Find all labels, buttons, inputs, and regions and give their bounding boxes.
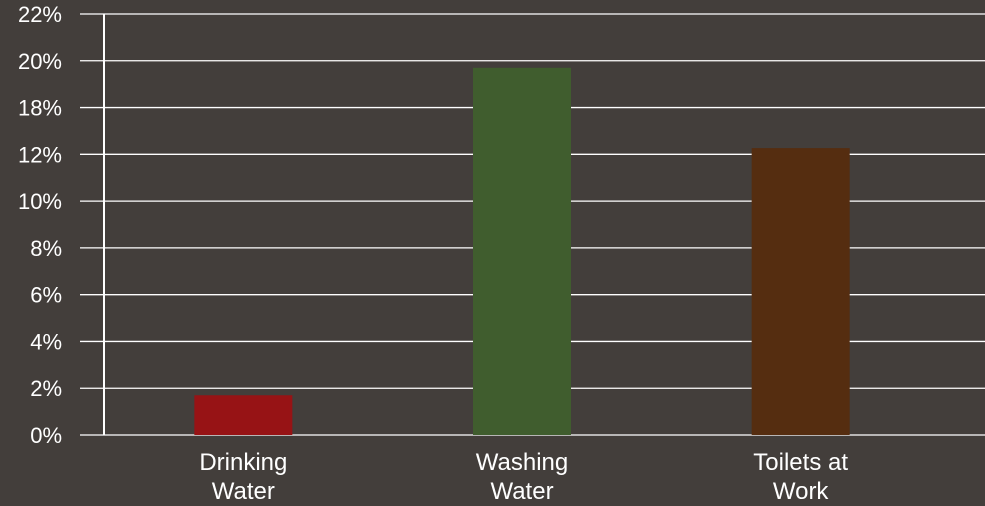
x-tick-label: Drinking Water bbox=[199, 449, 287, 505]
x-tick-label-line: Water bbox=[490, 478, 553, 505]
x-tick-label: Washing Water bbox=[476, 449, 568, 505]
y-tick-label: 18% bbox=[18, 96, 62, 121]
x-tick-label-line: Work bbox=[773, 478, 830, 505]
y-tick-label: 20% bbox=[18, 49, 62, 74]
bar bbox=[473, 67, 571, 436]
y-tick-label: 0% bbox=[30, 423, 62, 448]
x-tick-label-line: Drinking bbox=[199, 449, 287, 476]
x-tick-label-line: Water bbox=[212, 478, 275, 505]
y-tick-label: 10% bbox=[18, 189, 62, 214]
y-tick-label: 8% bbox=[30, 236, 62, 261]
x-tick-label-line: Toilets at bbox=[753, 449, 848, 476]
y-tick-label: 6% bbox=[30, 283, 62, 308]
y-tick-label: 12% bbox=[18, 142, 62, 167]
x-tick-label-line: Washing bbox=[476, 449, 568, 476]
y-tick-labels: 0% 2% 4% 6% 8% 10% 12% 18% 20% 22% bbox=[18, 2, 62, 448]
bar bbox=[751, 148, 850, 435]
y-tick-label: 2% bbox=[30, 376, 62, 401]
y-tick-label: 22% bbox=[18, 2, 62, 27]
bars bbox=[194, 67, 850, 436]
y-tick-label: 4% bbox=[30, 329, 62, 354]
x-tick-label: Toilets at Work bbox=[753, 449, 848, 505]
bar bbox=[194, 395, 293, 435]
